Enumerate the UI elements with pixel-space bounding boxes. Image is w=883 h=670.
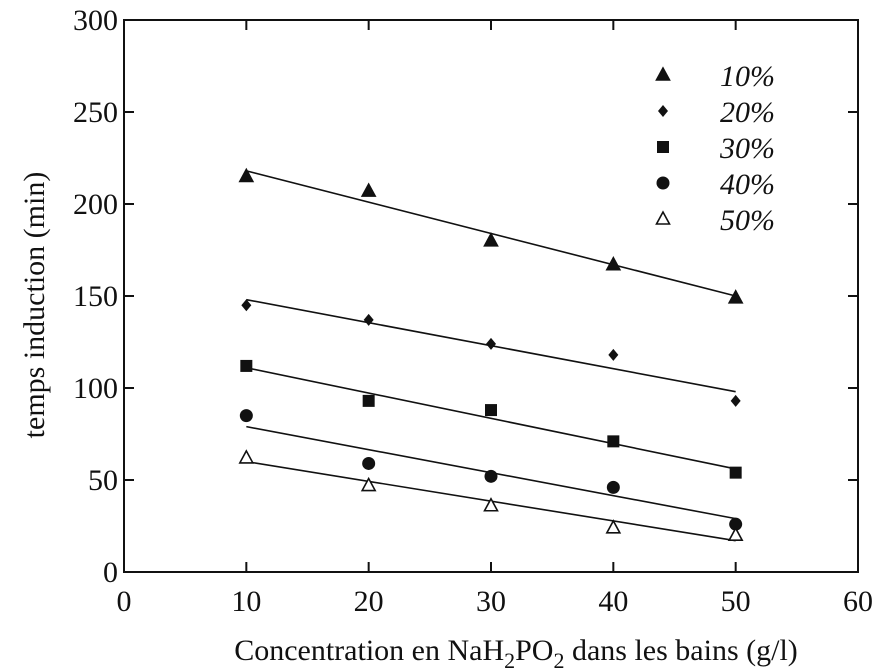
legend-label: 10%	[720, 60, 775, 93]
y-tick-label: 100	[73, 372, 118, 405]
regression-lines	[246, 170, 736, 542]
y-tick-label: 150	[73, 280, 118, 313]
legend-label: 50%	[720, 204, 775, 237]
legend-label: 40%	[720, 168, 775, 201]
data-point-50pct	[238, 449, 255, 464]
y-tick-label: 300	[73, 4, 118, 37]
axis-ticks: 0 10 20 30 40 50 60 0 50 100 150 200 250 300	[73, 4, 873, 618]
data-point-50pct	[727, 526, 744, 542]
x-axis-title-subscript: 2	[504, 648, 515, 670]
legend: 10%20%30%40%50%	[655, 60, 775, 237]
legend-marker	[656, 176, 670, 190]
x-axis-title-part: dans les bains (g/l)	[564, 634, 797, 667]
legend-marker	[658, 105, 668, 117]
data-point-30pct	[729, 466, 742, 479]
legend-marker	[657, 141, 669, 153]
data-point-10pct	[483, 232, 499, 247]
legend-marker	[655, 66, 671, 81]
data-point-50pct	[360, 476, 377, 492]
data-point-50pct	[605, 519, 622, 534]
data-point-20pct	[241, 299, 252, 312]
x-tick-label: 0	[117, 585, 132, 618]
x-tick-label: 50	[721, 585, 751, 618]
data-point-20pct	[608, 348, 619, 361]
y-axis-title: temps induction (min)	[18, 172, 51, 439]
fit-line-30pct	[246, 366, 736, 470]
x-axis-title-subscript: 2	[553, 648, 564, 670]
data-points	[238, 167, 744, 542]
data-point-30pct	[362, 394, 375, 407]
y-tick-label: 250	[73, 96, 118, 129]
data-point-40pct	[484, 469, 498, 483]
x-tick-label: 10	[231, 585, 261, 618]
data-point-10pct	[727, 289, 744, 304]
data-point-40pct	[362, 456, 376, 470]
data-point-10pct	[238, 167, 255, 183]
x-axis-title-part: PO	[515, 634, 553, 667]
data-point-50pct	[483, 497, 499, 512]
data-point-20pct	[730, 394, 741, 407]
y-tick-label: 50	[88, 464, 118, 497]
data-point-40pct	[239, 409, 253, 423]
data-point-40pct	[606, 480, 620, 494]
legend-label: 30%	[719, 132, 775, 165]
data-point-10pct	[605, 256, 622, 271]
data-point-40pct	[729, 517, 743, 531]
y-tick-label: 200	[73, 188, 118, 221]
x-axis-title-part: Concentration en NaH	[234, 634, 504, 667]
legend-label: 20%	[720, 96, 775, 129]
legend-marker	[655, 210, 671, 225]
x-tick-label: 60	[843, 585, 873, 618]
x-tick-label: 30	[476, 585, 506, 618]
data-point-20pct	[486, 337, 496, 350]
y-tick-label: 0	[103, 556, 118, 589]
data-point-30pct	[240, 359, 253, 372]
x-tick-label: 20	[354, 585, 384, 618]
data-point-30pct	[607, 435, 620, 448]
data-point-10pct	[360, 182, 377, 197]
data-point-20pct	[363, 313, 374, 326]
x-tick-label: 40	[598, 585, 628, 618]
data-point-30pct	[485, 404, 497, 417]
x-axis-title: Concentration en NaH2PO2 dans les bains …	[234, 634, 798, 670]
